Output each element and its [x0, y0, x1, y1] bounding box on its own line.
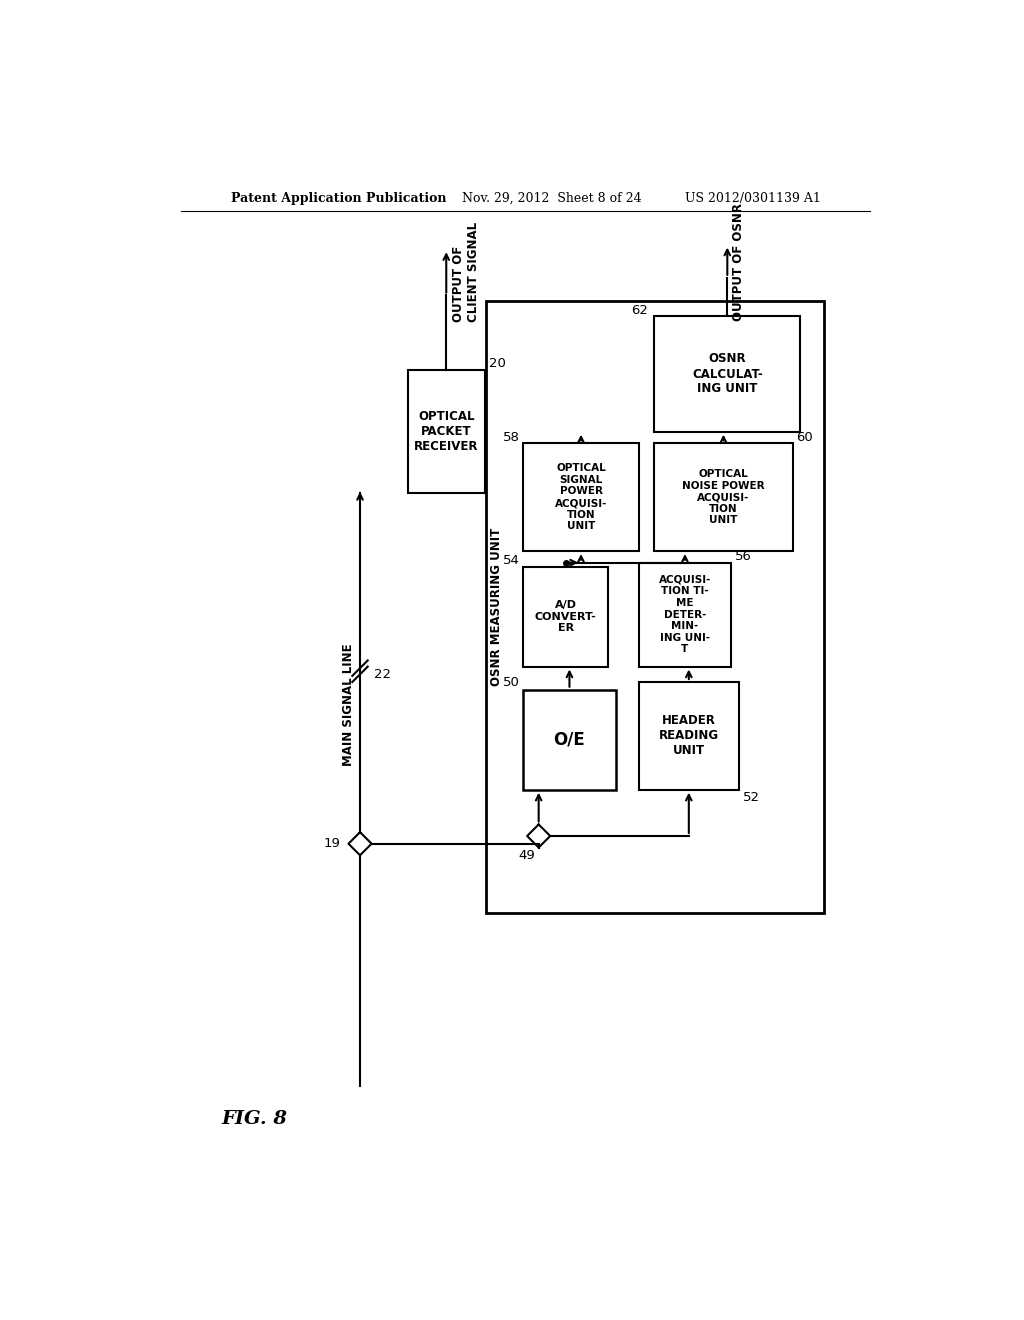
Bar	[639, 682, 739, 789]
Text: OPTICAL
NOISE POWER
ACQUISI-
TION
UNIT: OPTICAL NOISE POWER ACQUISI- TION UNIT	[682, 469, 765, 525]
Text: 22: 22	[374, 668, 391, 681]
Bar	[639, 562, 731, 667]
Text: HEADER
READING
UNIT: HEADER READING UNIT	[658, 714, 719, 758]
Bar	[408, 370, 484, 494]
Text: OSNR
CALCULAT-
ING UNIT: OSNR CALCULAT- ING UNIT	[692, 352, 763, 396]
Text: US 2012/0301139 A1: US 2012/0301139 A1	[685, 191, 821, 205]
Bar	[654, 317, 801, 432]
Text: 49: 49	[518, 849, 535, 862]
Text: 20: 20	[488, 358, 506, 371]
Text: ACQUISI-
TION TI-
ME
DETER-
MIN-
ING UNI-
T: ACQUISI- TION TI- ME DETER- MIN- ING UNI…	[658, 574, 711, 655]
Text: O/E: O/E	[554, 731, 586, 748]
Text: 19: 19	[324, 837, 341, 850]
Bar	[523, 444, 639, 552]
Bar	[523, 689, 615, 789]
Text: FIG. 8: FIG. 8	[221, 1110, 288, 1129]
Text: MAIN SIGNAL LINE: MAIN SIGNAL LINE	[342, 644, 355, 767]
Text: OPTICAL
PACKET
RECEIVER: OPTICAL PACKET RECEIVER	[414, 411, 478, 453]
Text: 54: 54	[503, 554, 519, 566]
Text: OUTPUT OF OSNR: OUTPUT OF OSNR	[732, 203, 744, 321]
Text: OUTPUT OF
CLIENT SIGNAL: OUTPUT OF CLIENT SIGNAL	[453, 222, 480, 322]
Text: OPTICAL
SIGNAL
POWER
ACQUISI-
TION
UNIT: OPTICAL SIGNAL POWER ACQUISI- TION UNIT	[555, 463, 607, 531]
Text: 52: 52	[742, 791, 760, 804]
Text: Patent Application Publication: Patent Application Publication	[230, 191, 446, 205]
Text: A/D
CONVERT-
ER: A/D CONVERT- ER	[535, 601, 597, 634]
Text: 62: 62	[631, 304, 648, 317]
Text: 50: 50	[503, 676, 519, 689]
Bar	[486, 301, 823, 913]
Text: 56: 56	[735, 550, 752, 564]
Text: 58: 58	[503, 430, 519, 444]
Text: Nov. 29, 2012  Sheet 8 of 24: Nov. 29, 2012 Sheet 8 of 24	[462, 191, 641, 205]
Text: OSNR MEASURING UNIT: OSNR MEASURING UNIT	[489, 528, 503, 686]
Text: 60: 60	[797, 430, 813, 444]
Bar	[654, 444, 793, 552]
Bar	[523, 566, 608, 667]
